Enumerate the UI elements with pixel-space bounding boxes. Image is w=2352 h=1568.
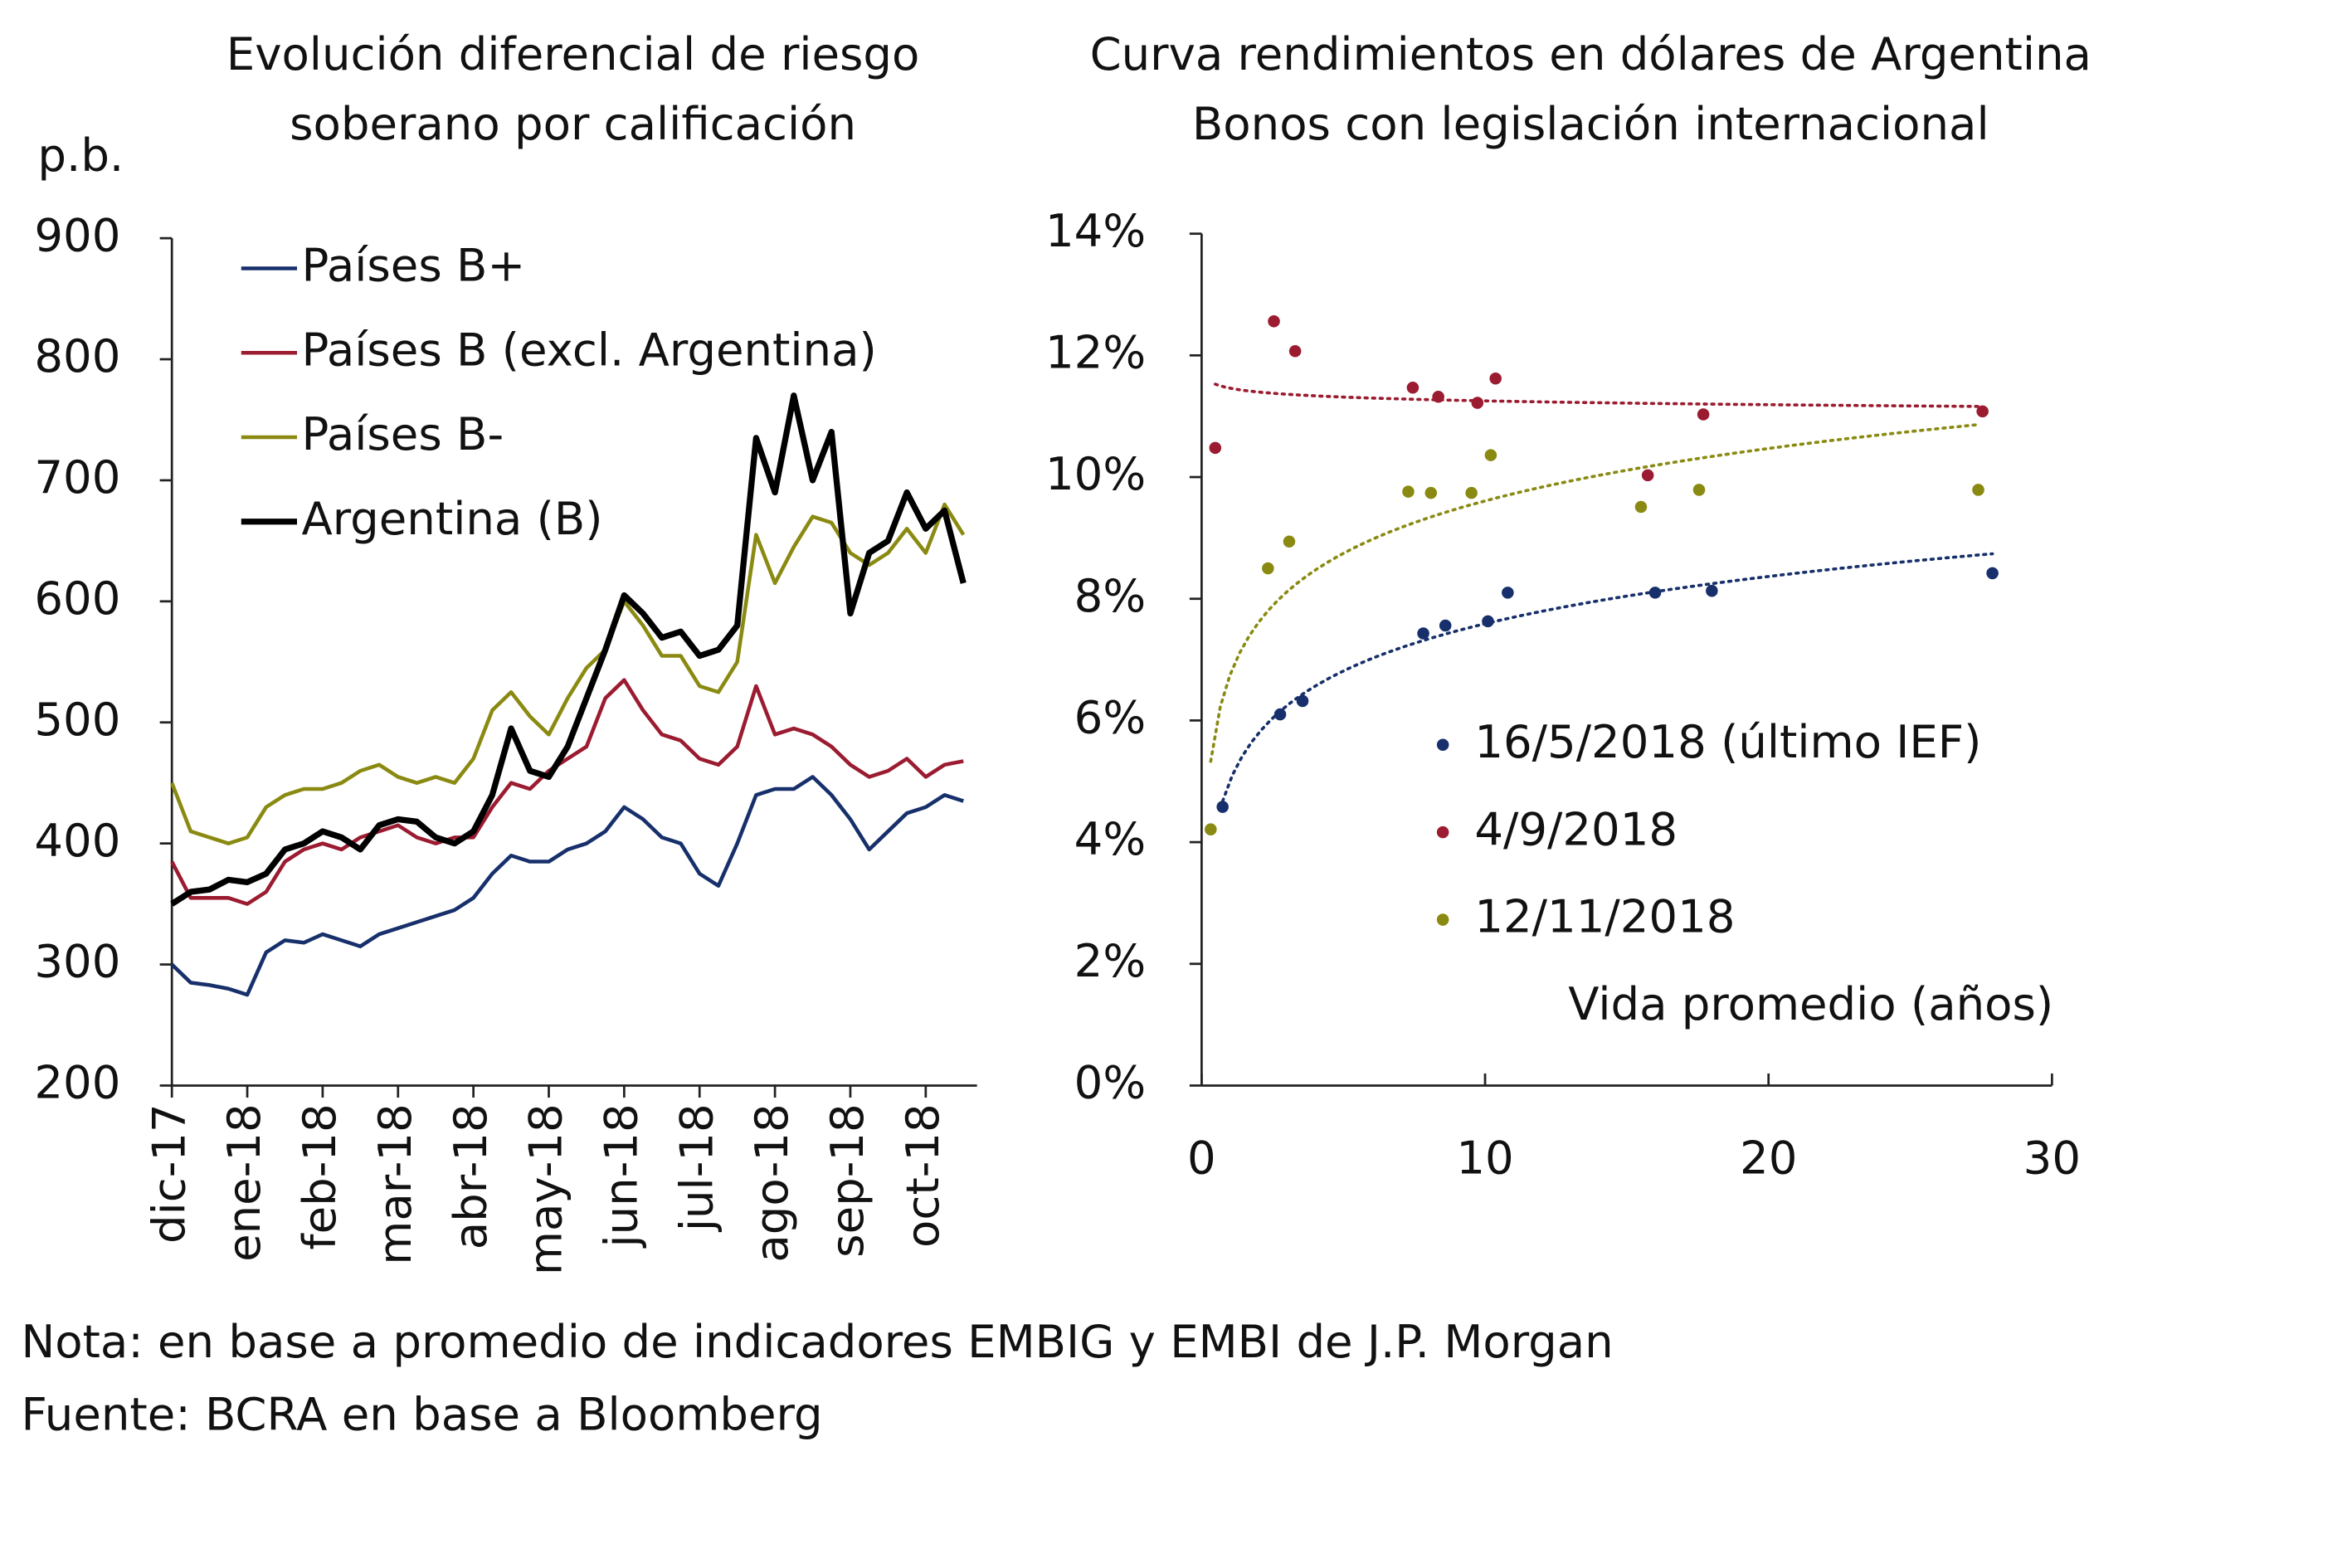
y-tick-label: 8%: [1074, 569, 1146, 622]
y-tick-label: 6%: [1074, 691, 1146, 744]
legend-marker: [1436, 913, 1449, 926]
point: [1432, 390, 1444, 403]
trendline: [1209, 423, 1980, 763]
point: [1634, 500, 1648, 514]
y-tick-label: 400: [34, 814, 120, 867]
point: [1273, 708, 1287, 721]
y-tick-label: 500: [34, 693, 120, 746]
legend-label: Países B+: [301, 239, 525, 292]
y-tick-label: 300: [34, 935, 120, 988]
legend-marker: [1436, 738, 1449, 752]
point: [1986, 567, 1999, 580]
x-tick-label: sep-18: [821, 1103, 874, 1258]
legend-label: Argentina (B): [301, 492, 602, 545]
series-line: [170, 502, 966, 845]
y-tick-label: 2%: [1074, 934, 1146, 987]
chart-title: Curva rendimientos en dólares de Argenti…: [1090, 27, 2091, 80]
point: [1268, 315, 1280, 328]
point: [1205, 823, 1217, 835]
legend-label: 12/11/2018: [1474, 890, 1735, 943]
point: [1972, 484, 1984, 496]
note: Nota: en base a promedio de indicadores …: [21, 1315, 1613, 1368]
legend-label: 16/5/2018 (último IEF): [1474, 715, 1981, 768]
chart-title: soberano por calificación: [290, 97, 856, 150]
x-tick-label: dic-17: [142, 1103, 195, 1244]
x-tick-label: oct-18: [896, 1103, 949, 1248]
point: [1288, 344, 1302, 358]
point: [1489, 372, 1502, 385]
trendline: [1220, 552, 1994, 803]
point: [1283, 535, 1296, 548]
series-line: [170, 678, 964, 906]
x-tick-label: 20: [1740, 1131, 1797, 1184]
x-tick-label: jun-18: [595, 1103, 648, 1248]
trendline: [1213, 382, 1984, 408]
x-tick-label: 10: [1456, 1131, 1513, 1184]
x-tick-label: abr-18: [444, 1103, 497, 1249]
point: [1439, 619, 1452, 632]
x-tick-label: mar-18: [368, 1103, 421, 1264]
point: [1471, 397, 1484, 409]
chart-title: Bonos con legislación internacional: [1192, 97, 1989, 150]
point: [1424, 486, 1438, 499]
y-tick-label: 900: [34, 208, 120, 261]
point: [1484, 449, 1497, 461]
y-tick-label: 600: [34, 572, 120, 625]
x-tick-label: feb-18: [293, 1103, 346, 1249]
x-tick-label: may-18: [519, 1103, 572, 1275]
y-tick-label: 200: [34, 1056, 120, 1109]
y-axis-label: p.b.: [37, 129, 124, 182]
y-tick-label: 12%: [1045, 326, 1146, 379]
x-tick-label: jul-18: [670, 1103, 723, 1232]
y-tick-label: 10%: [1045, 447, 1146, 500]
x-tick-label: 0: [1187, 1131, 1216, 1184]
x-axis-label: Vida promedio (años): [1568, 977, 2053, 1030]
x-tick-label: 30: [2023, 1131, 2081, 1184]
y-tick-label: 4%: [1074, 812, 1146, 865]
point: [1209, 441, 1222, 455]
y-tick-label: 700: [34, 450, 120, 504]
x-tick-label: ago-18: [745, 1103, 798, 1262]
legend-label: Países B-: [301, 407, 504, 460]
legend-label: Países B (excl. Argentina): [301, 323, 876, 376]
point: [1417, 627, 1429, 640]
point: [1482, 615, 1494, 628]
y-tick-label: 14%: [1045, 204, 1146, 257]
point: [1216, 801, 1229, 813]
point: [1406, 381, 1419, 394]
legend-marker: [1436, 825, 1449, 839]
point: [1402, 485, 1415, 498]
legend-label: 4/9/2018: [1474, 802, 1678, 855]
point: [1648, 587, 1662, 599]
series-line: [170, 775, 964, 997]
source: Fuente: BCRA en base a Bloomberg: [21, 1387, 822, 1440]
chart-title: Evolución diferencial de riesgo: [226, 27, 920, 80]
y-tick-label: 800: [34, 329, 120, 382]
point: [1641, 469, 1654, 482]
point: [1465, 486, 1478, 499]
point: [1976, 405, 1989, 418]
point: [1262, 562, 1274, 575]
series-line: [170, 392, 967, 907]
point: [1692, 484, 1706, 496]
point: [1296, 694, 1309, 708]
point: [1706, 584, 1718, 597]
point: [1697, 408, 1710, 421]
point: [1502, 587, 1514, 599]
y-tick-label: 0%: [1074, 1056, 1146, 1109]
x-tick-label: ene-18: [217, 1103, 270, 1262]
